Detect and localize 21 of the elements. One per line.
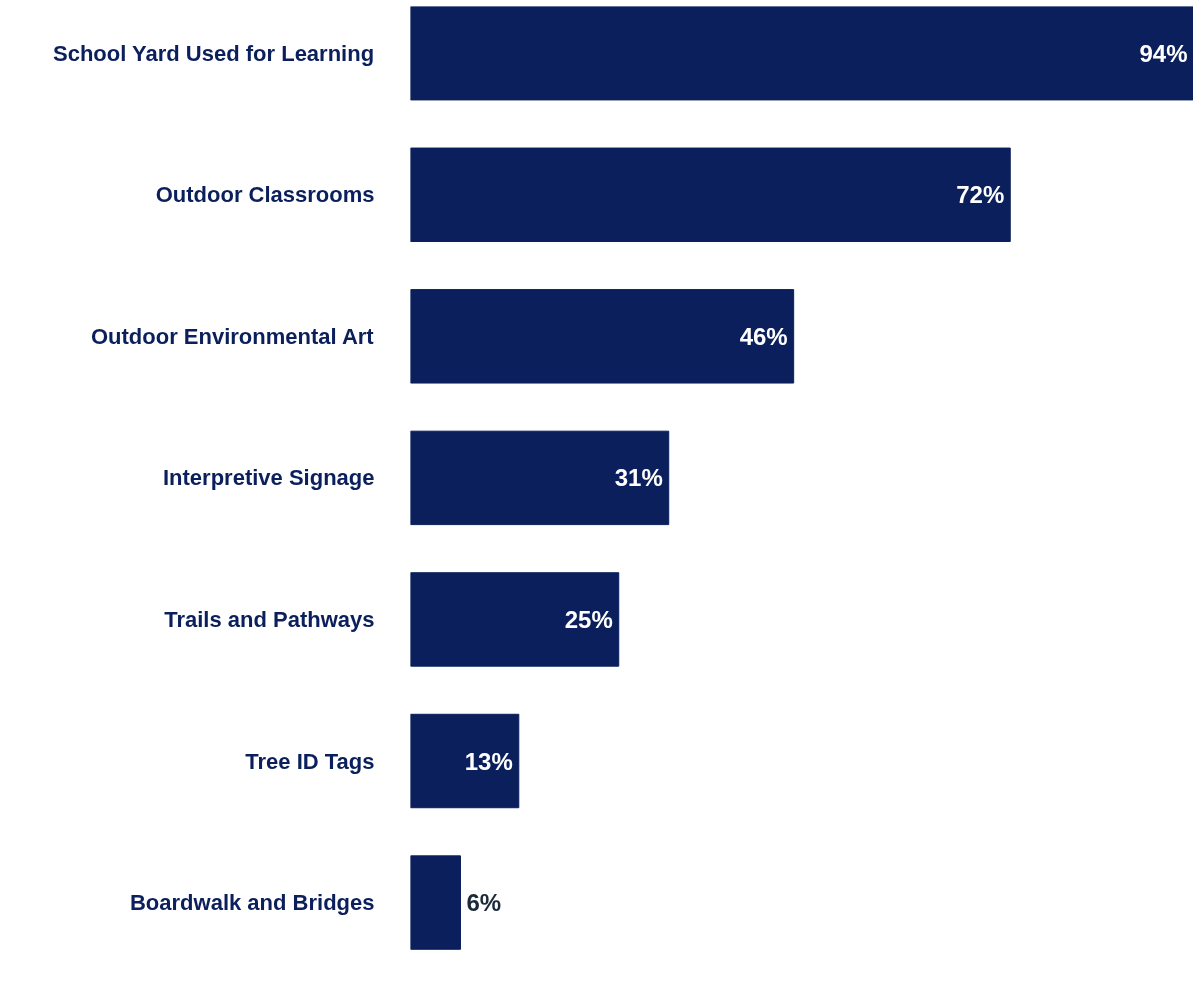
bar [410,147,1011,242]
data-label: 31% [614,464,663,492]
data-label: 6% [466,889,502,917]
data-label: 72% [956,181,1005,209]
bar [410,289,795,384]
y-tick-label: Outdoor Classrooms [155,182,375,208]
y-tick-label: Outdoor Environmental Art [90,323,375,349]
y-tick-label: Trails and Pathways [164,606,375,632]
bar [410,430,670,526]
y-tick-label: Boardwalk and Bridges [130,890,375,916]
data-label: 46% [739,322,788,350]
bar [410,6,1193,101]
data-label: 94% [1139,39,1188,67]
y-tick-label: Interpretive Signage [163,465,375,491]
data-label: 13% [464,747,513,775]
y-tick-label: Tree ID Tags [245,748,375,774]
bar [410,572,620,667]
bar [410,713,520,809]
bar [410,855,461,950]
y-tick-label: School Yard Used for Learning [53,40,375,66]
data-label: 25% [564,605,613,633]
